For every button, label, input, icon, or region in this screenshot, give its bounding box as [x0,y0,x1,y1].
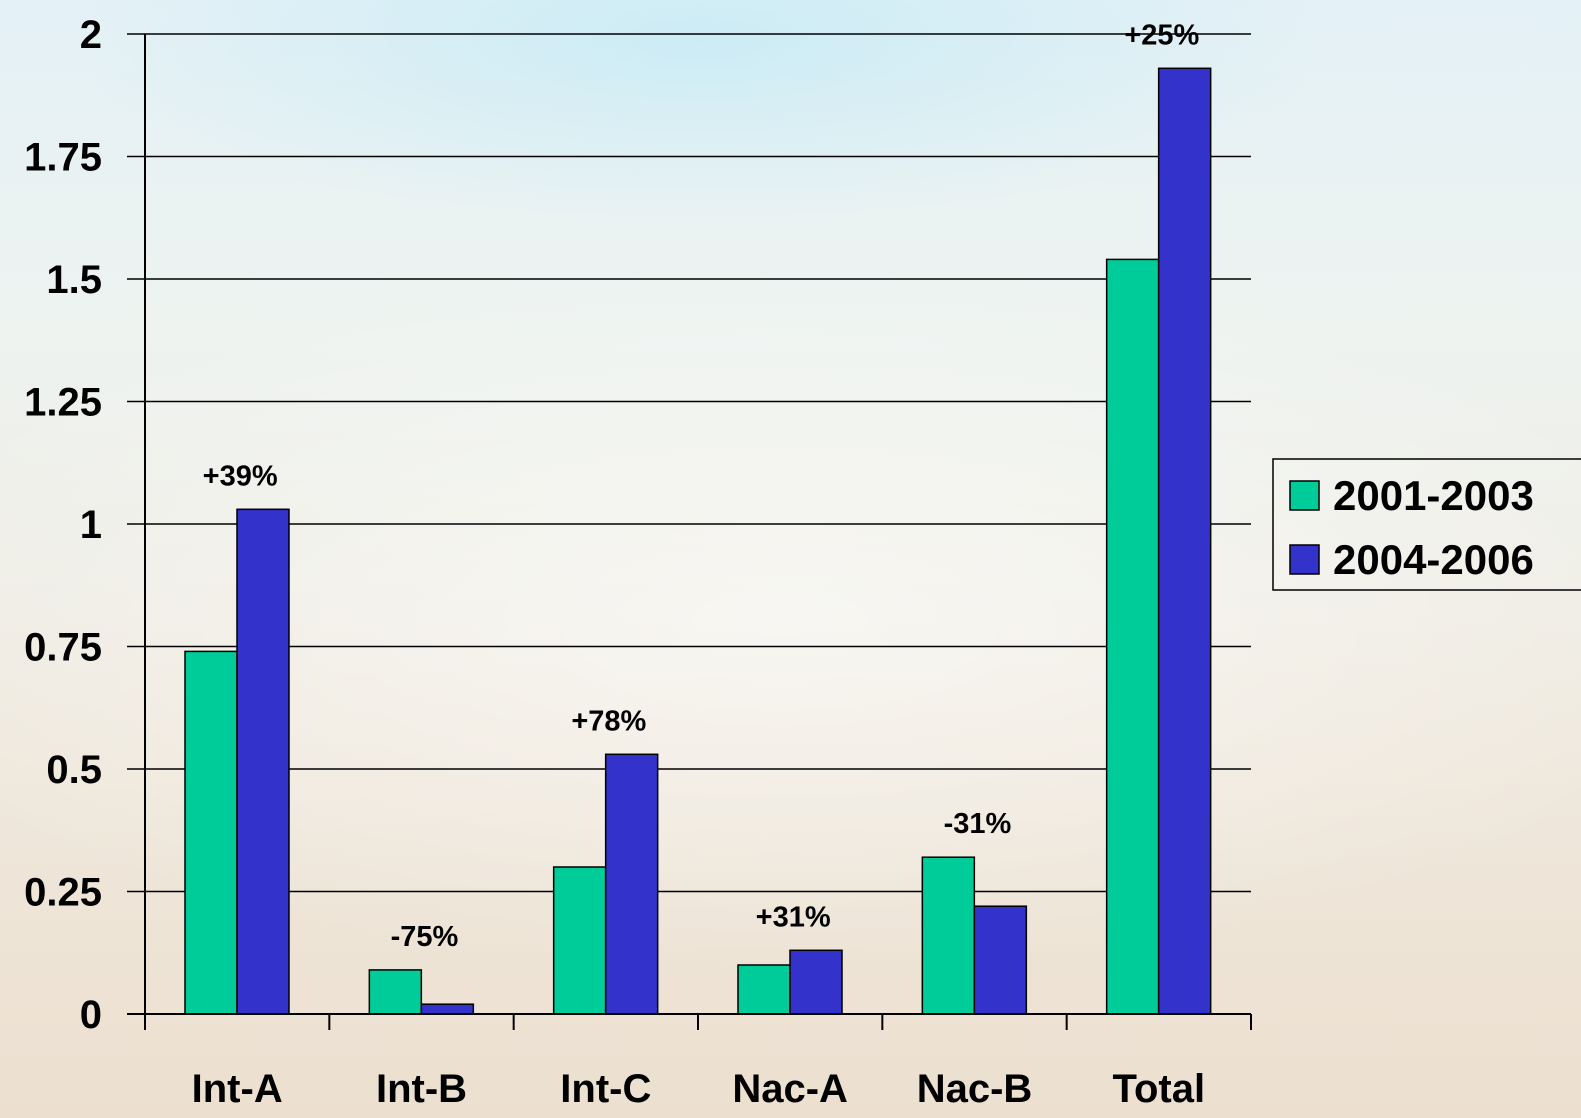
legend-label: 2001-2003 [1333,472,1534,519]
y-tick-label: 0.5 [46,748,102,792]
bar-2004-2006 [1157,67,1212,1015]
bar-2001-2003 [1105,258,1160,1015]
data-label: -75% [391,921,459,953]
x-tick-label: Int-C [560,1067,651,1111]
x-tick-label: Total [1113,1067,1206,1111]
bars [184,67,1212,1015]
y-tick-label: 2 [80,13,102,57]
y-tick-label: 1.5 [46,258,102,302]
legend: 2001-2003 2004-2006 [1272,458,1581,591]
bar-2004-2006 [604,753,659,1015]
y-tick-label: 0.75 [24,626,102,670]
legend-swatch-2004-2006 [1289,544,1320,575]
data-label: +31% [756,901,831,933]
data-label: -31% [944,808,1012,840]
y-tick-label: 1.75 [24,136,102,180]
x-tick-label: Nac-A [732,1067,848,1111]
y-tick-label: 1.25 [24,381,102,425]
bar-2004-2006 [420,1003,475,1015]
legend-swatch-2001-2003 [1289,480,1320,511]
bar-2004-2006 [973,905,1028,1015]
gridlines [127,33,1251,893]
x-tick-labels: Int-A Int-B Int-C Nac-A Nac-B Total [192,1067,1205,1111]
y-tick-label: 1 [80,503,102,547]
legend-box [1272,458,1581,591]
data-label: +39% [203,460,278,492]
y-tick-labels: 0 0.25 0.5 0.75 1 1.25 1.5 1.75 2 [24,13,102,1037]
axes [127,34,1252,1030]
bar-2001-2003 [737,964,791,1015]
bar-2004-2006 [236,508,290,1015]
bar-2001-2003 [368,969,423,1015]
y-tick-label: 0 [80,993,102,1037]
data-label: +25% [1124,19,1199,51]
bar-2001-2003 [921,856,976,1015]
bar-2004-2006 [789,949,843,1015]
x-tick-label: Int-B [376,1067,467,1111]
bar-2001-2003 [552,866,607,1015]
y-tick-label: 0.25 [24,871,102,915]
legend-label: 2004-2006 [1333,536,1534,583]
x-tick-label: Nac-B [917,1067,1033,1111]
bar-2001-2003 [184,650,238,1015]
data-labels: +39% -75% +78% +31% -31% +25% [203,19,1200,953]
x-tick-label: Int-A [192,1067,283,1111]
data-label: +78% [571,705,646,737]
